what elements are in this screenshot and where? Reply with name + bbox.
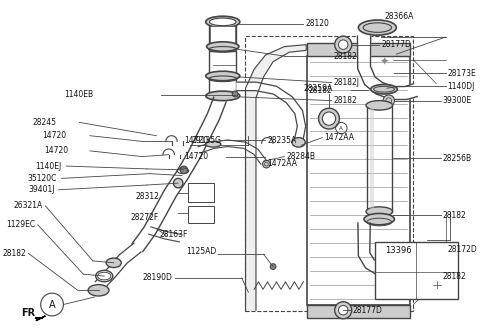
Text: 28235A: 28235A [267, 136, 297, 145]
Polygon shape [237, 82, 306, 141]
Ellipse shape [292, 138, 305, 147]
Text: 28163F: 28163F [159, 230, 188, 239]
Circle shape [338, 40, 348, 49]
Bar [188, 206, 214, 223]
Text: FR: FR [21, 308, 35, 318]
Polygon shape [358, 223, 430, 279]
Text: 35120C: 35120C [27, 174, 57, 183]
Text: 28182J: 28182J [334, 78, 360, 87]
Polygon shape [36, 316, 46, 321]
Bar [374, 242, 458, 299]
Text: 28272F: 28272F [131, 213, 159, 222]
Text: 14720: 14720 [42, 131, 66, 140]
Text: 28177D: 28177D [353, 306, 383, 315]
Bar [188, 183, 214, 202]
Bar [307, 43, 409, 56]
Text: 28182: 28182 [3, 249, 26, 258]
Polygon shape [96, 243, 141, 290]
Bar [245, 36, 413, 311]
Ellipse shape [88, 285, 109, 296]
Ellipse shape [209, 18, 236, 26]
Circle shape [180, 166, 188, 174]
Polygon shape [149, 227, 181, 242]
Bar [307, 56, 409, 305]
Circle shape [335, 36, 352, 53]
Text: 1472AA: 1472AA [324, 133, 354, 142]
Text: 14720: 14720 [184, 152, 208, 161]
Text: 29135G: 29135G [192, 136, 221, 145]
Circle shape [263, 160, 270, 168]
Text: 28245: 28245 [33, 118, 57, 127]
Circle shape [270, 264, 276, 270]
Text: A: A [49, 300, 55, 310]
Circle shape [338, 306, 348, 315]
Ellipse shape [366, 207, 393, 216]
Circle shape [232, 91, 238, 97]
Ellipse shape [408, 271, 431, 281]
Text: 1129EC: 1129EC [6, 220, 35, 229]
Polygon shape [246, 45, 306, 310]
Text: 1125AD: 1125AD [186, 247, 216, 256]
Text: 28173E: 28173E [447, 68, 476, 77]
Text: 28120: 28120 [305, 19, 329, 28]
Text: 28182: 28182 [308, 86, 332, 95]
Ellipse shape [206, 141, 221, 147]
Circle shape [383, 95, 395, 106]
Text: 28172D: 28172D [447, 245, 477, 254]
Text: 13396: 13396 [385, 246, 411, 255]
Ellipse shape [173, 178, 183, 188]
Text: 28366A: 28366A [384, 12, 413, 21]
Text: ✦: ✦ [379, 57, 389, 67]
Ellipse shape [366, 101, 393, 110]
Polygon shape [132, 97, 226, 252]
Circle shape [319, 108, 339, 129]
Text: 28182: 28182 [443, 272, 467, 281]
Text: 28256B: 28256B [443, 154, 472, 163]
Text: 1140EB: 1140EB [64, 91, 93, 100]
Bar [210, 26, 235, 43]
Text: 14720: 14720 [184, 136, 208, 145]
Ellipse shape [207, 42, 239, 51]
Ellipse shape [206, 16, 240, 28]
Ellipse shape [206, 71, 240, 81]
Polygon shape [358, 36, 417, 100]
Text: 26321A: 26321A [13, 201, 43, 210]
Text: 14720: 14720 [44, 146, 68, 155]
Circle shape [335, 302, 352, 319]
Ellipse shape [359, 20, 396, 35]
Text: 1140EJ: 1140EJ [36, 162, 61, 171]
Text: 28177D: 28177D [381, 40, 411, 49]
Ellipse shape [96, 271, 113, 282]
Bar [209, 25, 236, 44]
Circle shape [323, 112, 336, 125]
Bar [367, 105, 392, 211]
Text: 28259A: 28259A [303, 84, 333, 93]
Text: 1140DJ: 1140DJ [447, 82, 475, 91]
Text: 28190D: 28190D [143, 274, 172, 283]
Ellipse shape [106, 258, 121, 268]
Text: 1472AA: 1472AA [267, 159, 297, 168]
Polygon shape [198, 140, 266, 164]
Bar [307, 305, 409, 318]
Text: 28284B: 28284B [286, 152, 315, 161]
Ellipse shape [364, 213, 395, 225]
Text: 28182: 28182 [443, 211, 467, 220]
Text: 28312: 28312 [135, 192, 159, 201]
Text: 28182: 28182 [334, 96, 358, 105]
Text: 39300E: 39300E [443, 96, 472, 105]
Ellipse shape [206, 91, 240, 101]
Ellipse shape [371, 85, 397, 94]
Text: 28182: 28182 [334, 51, 358, 60]
Bar [209, 79, 236, 95]
Bar [209, 51, 236, 74]
Text: 39401J: 39401J [28, 185, 55, 194]
Text: A: A [339, 126, 343, 131]
